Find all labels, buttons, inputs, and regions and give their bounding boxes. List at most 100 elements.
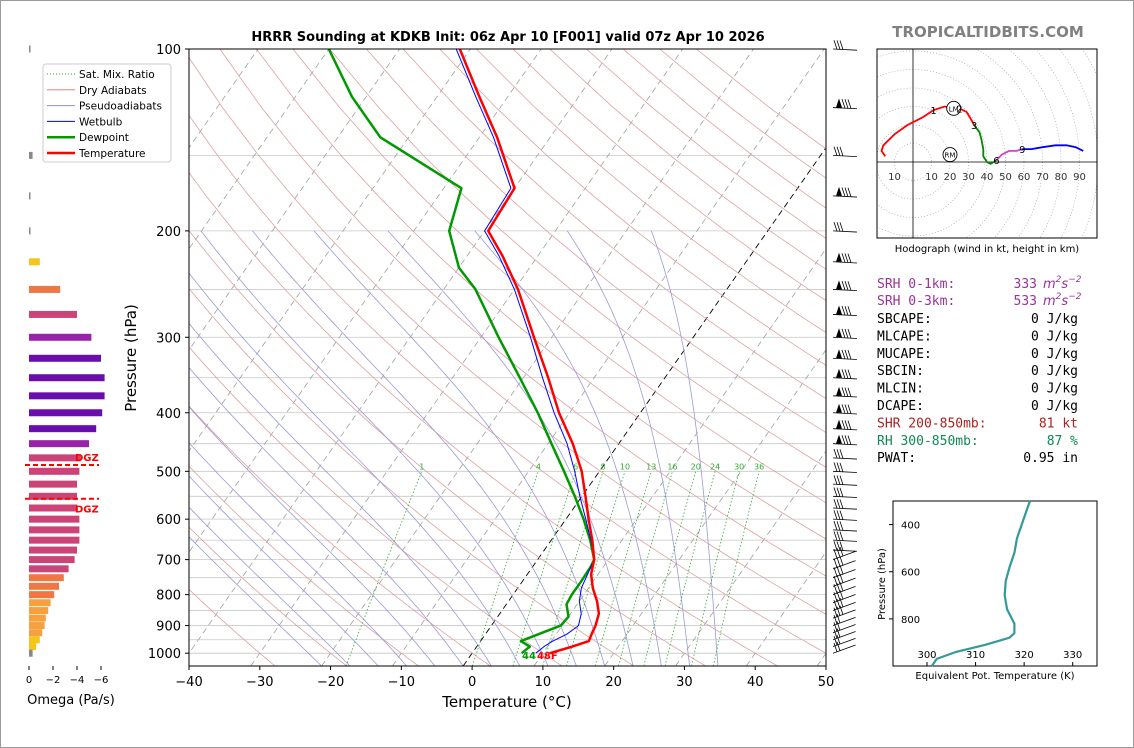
omega-bar [29, 636, 40, 644]
wind-barb [832, 448, 857, 460]
stat-label: RH 300-850mb: [877, 434, 979, 449]
stat-value: 81 kt [1039, 416, 1078, 431]
dry-adiabat [189, 229, 706, 666]
mixing-ratio-line [566, 471, 626, 666]
barb-tick [847, 404, 852, 414]
barb-tick [847, 420, 852, 430]
barb-tick [841, 349, 846, 360]
wind-barb [832, 541, 857, 552]
barb-tick [836, 531, 841, 541]
barb-tick [836, 557, 841, 567]
omega-bar [29, 504, 77, 512]
dry-adiabat [189, 172, 778, 666]
wind-barb [832, 531, 857, 542]
omega-bar [29, 425, 97, 433]
wetbulb-profile [455, 49, 595, 654]
barb-tick [833, 592, 838, 602]
wind-barb [832, 614, 856, 626]
y-tick-label: 400 [156, 407, 181, 422]
barb-tick [839, 40, 844, 50]
barb-tick [833, 499, 838, 509]
barb-tick [833, 462, 838, 472]
y-tick-label: 800 [156, 589, 181, 604]
barb-tick [836, 599, 841, 609]
omega-bar [29, 409, 103, 417]
omega-bar [29, 515, 80, 523]
mixing-ratio-label: 20 [691, 462, 701, 471]
hodo-ring-label: 10 [925, 172, 938, 183]
barb-tick [833, 629, 838, 639]
skewt-legend: Sat. Mix. Ratio Dry Adiabats Pseudoadiabat… [42, 63, 172, 163]
barb-tick [833, 520, 838, 531]
barb-tick [841, 420, 846, 430]
barb-tick [844, 253, 849, 263]
barb-tick [836, 146, 841, 156]
hodo-marker-label: RM [945, 152, 956, 160]
mixing-ratio-line [664, 471, 716, 666]
barb-tick [839, 605, 844, 615]
isotherm [189, 49, 613, 654]
barb-tick [844, 369, 849, 379]
srh-0-1-label: SRH 0-1km: [877, 277, 955, 292]
wind-barb [832, 221, 857, 233]
x-tick-label: 30 [676, 675, 693, 690]
srh-0-3-label: SRH 0-3km: [877, 294, 955, 309]
barb-tick [844, 187, 849, 197]
dewpoint-profile [327, 49, 596, 655]
y-tick-label: 100 [156, 43, 181, 58]
mixing-ratio-label: 24 [710, 462, 720, 471]
barb-tick [833, 549, 838, 559]
omega-bar [29, 354, 101, 362]
barb-tick [844, 328, 849, 339]
theta-e-ytick-label: 400 [901, 521, 920, 532]
barb-tick [844, 387, 849, 397]
barb-tick [847, 187, 852, 197]
barb-tick [836, 628, 841, 638]
mixing-ratio-line [713, 471, 760, 666]
y-tick-label: 900 [156, 620, 181, 635]
barb-tick [841, 369, 846, 379]
wind-barb [832, 547, 856, 560]
isotherm [675, 450, 826, 666]
barb-tick [847, 369, 852, 379]
stat-value: 0 J/kg [1031, 347, 1078, 362]
barb-tick [839, 222, 844, 232]
barb-flag [836, 368, 842, 378]
theta-e-line [930, 500, 1032, 667]
barb-tick [839, 531, 844, 541]
hodo-ring-label: 10 [888, 172, 901, 183]
wind-barb [832, 146, 857, 157]
barb-tick [836, 621, 841, 631]
barb-tick [833, 146, 838, 156]
wind-barb [832, 556, 856, 570]
barb-tick [833, 558, 838, 568]
mixing-ratio-label: 13 [646, 462, 656, 471]
omega-bar [29, 649, 33, 657]
hodo-trace [1022, 144, 1084, 152]
pseudoadiabat [566, 230, 690, 666]
omega-bar [29, 440, 89, 448]
mixing-ratio-line [618, 471, 673, 666]
stat-value: 0 J/kg [1031, 329, 1078, 344]
theta-e-xtick-label: 330 [1063, 650, 1082, 661]
isotherm [392, 49, 825, 666]
x-tick-label: −30 [246, 675, 273, 690]
omega-bar [29, 546, 77, 554]
skewt-title: HRRR Sounding at KDKB Init: 06z Apr 10 [… [251, 30, 764, 45]
wind-barb [832, 621, 856, 634]
omega-tick-label: −6 [94, 675, 109, 686]
isotherm [745, 551, 826, 666]
barb-tick [841, 280, 846, 291]
barb-tick [833, 448, 838, 459]
dry-adiabat [366, 49, 826, 434]
barb-tick [841, 328, 846, 339]
omega-tick-label: 0 [26, 675, 32, 686]
barb-tick [841, 187, 846, 197]
hodograph-panel: 10 10 20 30 40 50 60 70 80 90 LM RM 1 23 6 9 [876, 48, 1098, 239]
barb-tick [833, 567, 838, 577]
dry-adiabat [256, 49, 826, 540]
legend-label: Wetbulb [79, 116, 123, 128]
barb-tick [833, 510, 838, 520]
barb-tick [836, 591, 841, 601]
